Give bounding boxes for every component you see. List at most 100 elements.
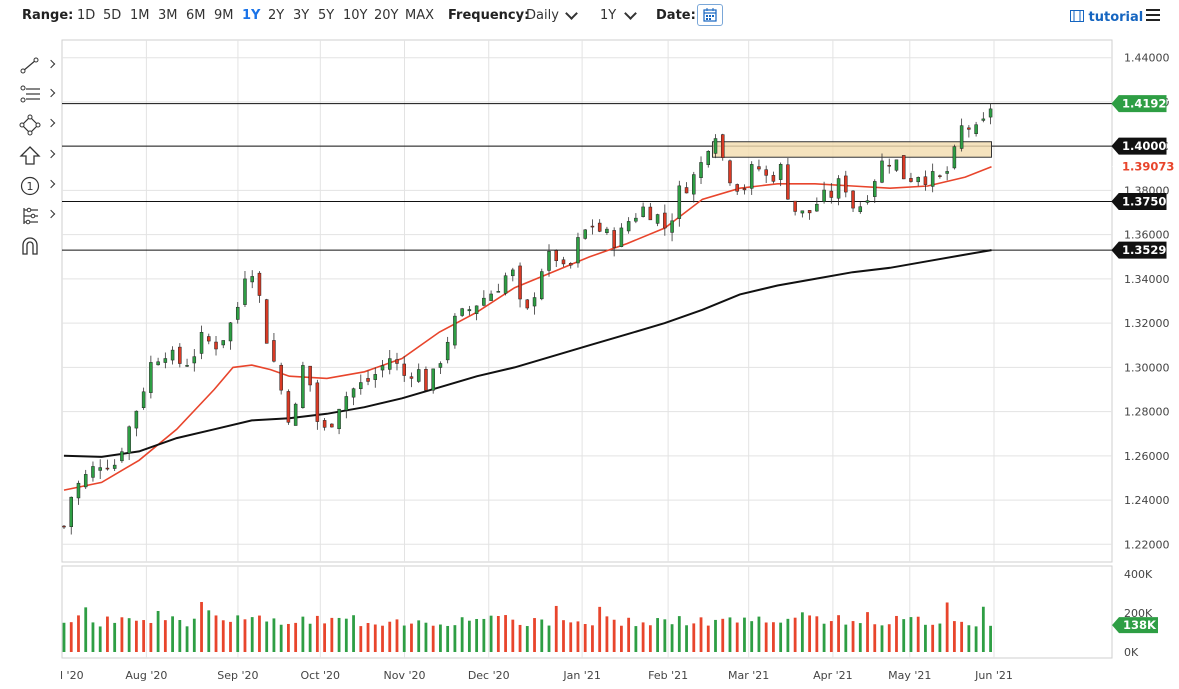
volume-bar bbox=[569, 622, 573, 652]
tool-shapes[interactable] bbox=[18, 114, 56, 136]
candle bbox=[178, 346, 182, 364]
tool-fib-levels[interactable] bbox=[18, 84, 56, 106]
range-9m[interactable]: 9M bbox=[214, 8, 234, 23]
range-2y[interactable]: 2Y bbox=[268, 8, 285, 23]
volume-bar bbox=[127, 618, 131, 652]
tool-arrow[interactable] bbox=[18, 145, 56, 167]
candle bbox=[844, 175, 848, 193]
volume-bar bbox=[981, 606, 985, 652]
range-5d[interactable]: 5D bbox=[103, 8, 122, 23]
x-tick-label: Oct '20 bbox=[301, 669, 341, 682]
menu-icon[interactable] bbox=[1146, 9, 1160, 24]
volume-bar bbox=[250, 617, 254, 652]
volume-bar bbox=[352, 615, 355, 652]
range-10y[interactable]: 10Y bbox=[343, 8, 368, 23]
tool-trendline[interactable] bbox=[18, 55, 56, 77]
date-label: Date: bbox=[656, 8, 696, 23]
volume-bar bbox=[62, 622, 66, 652]
candle bbox=[416, 369, 421, 382]
price-badge-label: 1.37500 bbox=[1122, 194, 1174, 208]
x-tick-label: May '21 bbox=[888, 669, 931, 682]
candle bbox=[807, 210, 812, 214]
candle bbox=[424, 369, 428, 391]
ma-200-line bbox=[63, 249, 992, 458]
candle bbox=[431, 368, 435, 391]
candle bbox=[735, 184, 739, 192]
candle bbox=[250, 276, 254, 283]
range-6m[interactable]: 6M bbox=[186, 8, 206, 23]
candle bbox=[974, 124, 978, 135]
candle bbox=[706, 150, 711, 165]
volume-bar bbox=[330, 617, 334, 652]
candle bbox=[880, 160, 884, 183]
candle bbox=[228, 322, 233, 342]
y-tick-label: 1.26000 bbox=[1124, 450, 1170, 463]
volume-bar bbox=[562, 620, 565, 652]
candle bbox=[648, 206, 653, 221]
candle bbox=[901, 155, 906, 180]
x-tick-label: Nov '20 bbox=[384, 669, 426, 682]
volume-bar bbox=[381, 625, 384, 652]
calendar-icon bbox=[703, 8, 717, 22]
candle bbox=[120, 451, 124, 462]
tool-number[interactable]: 1 bbox=[18, 175, 56, 197]
volume-bar bbox=[337, 617, 341, 652]
volume-bar bbox=[931, 624, 935, 652]
volume-bar bbox=[909, 617, 913, 652]
tool-measure[interactable] bbox=[18, 205, 56, 227]
tutorial-link[interactable]: tutorial bbox=[1070, 10, 1143, 25]
candle bbox=[568, 263, 573, 266]
moving-averages bbox=[63, 165, 992, 491]
candle bbox=[583, 229, 587, 239]
range-1d[interactable]: 1D bbox=[77, 8, 96, 23]
candle bbox=[170, 349, 175, 361]
candles bbox=[62, 103, 993, 535]
volume-bar bbox=[171, 616, 174, 652]
volume-badge bbox=[1112, 617, 1158, 634]
candle bbox=[626, 221, 631, 232]
svg-text:1: 1 bbox=[27, 180, 34, 193]
candle bbox=[192, 356, 197, 364]
range-3y[interactable]: 3Y bbox=[293, 8, 310, 23]
volume-bar bbox=[815, 616, 819, 652]
frequency-label: Frequency: bbox=[448, 8, 530, 23]
range-1m[interactable]: 1M bbox=[130, 8, 150, 23]
volume-bar bbox=[221, 620, 225, 652]
volume-bar bbox=[800, 612, 804, 652]
volume-bar bbox=[185, 626, 189, 652]
volume-bar bbox=[525, 626, 529, 652]
volume-bar bbox=[424, 622, 428, 652]
range-max[interactable]: MAX bbox=[405, 8, 435, 23]
x-axis: l '20 Aug '20 Sep '20 Oct '20 Nov '20 Dec '20… bbox=[60, 669, 1013, 682]
volume-bar bbox=[453, 625, 457, 652]
price-badge bbox=[1111, 241, 1167, 259]
volume-bar bbox=[489, 615, 493, 652]
volume-bar bbox=[656, 618, 659, 652]
range-1y[interactable]: 1Y bbox=[242, 8, 261, 23]
calendar-button[interactable] bbox=[697, 4, 723, 26]
candle bbox=[945, 171, 949, 174]
range-3m[interactable]: 3M bbox=[158, 8, 178, 23]
volume-bar bbox=[858, 623, 862, 652]
candle bbox=[308, 365, 312, 386]
candle bbox=[952, 146, 957, 169]
range-20y[interactable]: 20Y bbox=[374, 8, 399, 23]
candle bbox=[460, 308, 464, 316]
candle bbox=[786, 164, 790, 200]
volume-bar bbox=[156, 610, 160, 652]
candle bbox=[815, 203, 819, 212]
tool-magnet[interactable] bbox=[18, 235, 52, 257]
frequency-select[interactable]: Daily bbox=[526, 8, 559, 23]
volume-bar bbox=[779, 622, 783, 652]
range-5y[interactable]: 5Y bbox=[318, 8, 335, 23]
x-tick-label: Sep '20 bbox=[217, 669, 258, 682]
volume-bar bbox=[236, 615, 240, 652]
tutorial-label: tutorial bbox=[1088, 10, 1144, 25]
candle bbox=[257, 272, 262, 296]
volume-bar bbox=[786, 618, 790, 652]
candle bbox=[453, 315, 457, 346]
period-select[interactable]: 1Y bbox=[600, 8, 617, 23]
volume-bar bbox=[692, 623, 696, 652]
arrow-up-icon bbox=[19, 146, 41, 165]
